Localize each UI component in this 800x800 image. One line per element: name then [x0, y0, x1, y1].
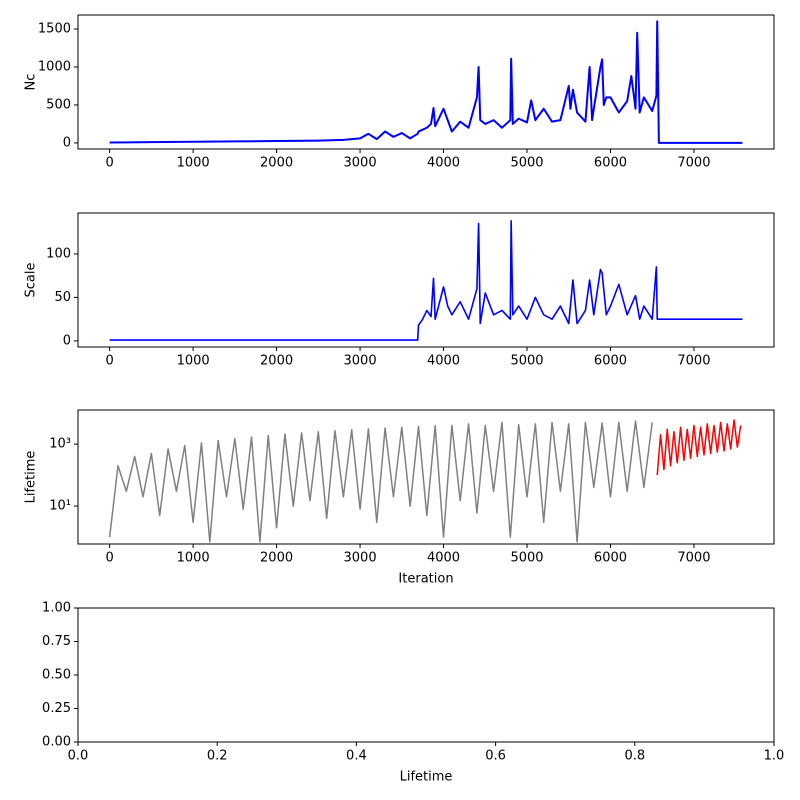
series-line — [108, 420, 653, 543]
y-tick-label: 10¹ — [49, 499, 71, 514]
x-tick-label: 1000 — [177, 354, 210, 369]
x-tick-label: 0 — [105, 354, 113, 369]
series-line — [109, 220, 743, 341]
y-axis-label: Lifetime — [24, 451, 39, 504]
y-tick-label: 50 — [54, 290, 71, 305]
x-tick-label: 0.2 — [207, 749, 228, 764]
x-tick-label: 1.0 — [764, 749, 785, 764]
axes-frame — [77, 409, 775, 545]
y-tick-label: 0 — [63, 135, 71, 150]
y-axis-label: Nc — [24, 74, 39, 91]
x-tick-label: 0.8 — [624, 749, 645, 764]
plot-area — [109, 220, 743, 341]
x-tick-label: 0 — [105, 551, 113, 566]
y-tick-label: 0 — [63, 333, 71, 348]
x-tick-label: 2000 — [260, 551, 293, 566]
x-tick-label: 3000 — [344, 354, 377, 369]
y-tick-label: 0.00 — [42, 735, 71, 750]
axes-frame — [77, 14, 775, 150]
x-tick-label: 6000 — [594, 551, 627, 566]
x-tick-label: 0 — [105, 156, 113, 171]
x-tick-label: 0.6 — [485, 749, 506, 764]
x-tick-label: 3000 — [344, 156, 377, 171]
x-tick-label: 3000 — [344, 551, 377, 566]
x-tick-label: 5000 — [510, 551, 543, 566]
series-line — [656, 419, 742, 476]
x-tick-label: 4000 — [427, 354, 460, 369]
x-tick-label: 1000 — [177, 156, 210, 171]
x-tick-label: 4000 — [427, 551, 460, 566]
x-axis-label: Lifetime — [400, 770, 453, 785]
x-tick-label: 2000 — [260, 354, 293, 369]
axes-frame — [77, 212, 775, 348]
x-tick-label: 6000 — [594, 354, 627, 369]
y-tick-label: 10³ — [49, 437, 71, 452]
x-tick-label: 7000 — [677, 156, 710, 171]
y-tick-label: 1.00 — [42, 601, 71, 616]
x-tick-label: 7000 — [677, 354, 710, 369]
y-tick-label: 1000 — [38, 59, 71, 74]
plot-area — [108, 419, 742, 543]
plot-area — [109, 20, 743, 144]
x-tick-label: 6000 — [594, 156, 627, 171]
y-tick-label: 0.50 — [42, 668, 71, 683]
y-tick-label: 1500 — [38, 21, 71, 36]
x-tick-label: 5000 — [510, 156, 543, 171]
x-tick-label: 0.0 — [68, 749, 89, 764]
y-tick-label: 0.75 — [42, 634, 71, 649]
x-tick-label: 1000 — [177, 551, 210, 566]
y-axis-label: Scale — [24, 263, 39, 298]
x-axis-label: Iteration — [398, 572, 453, 587]
x-tick-label: 5000 — [510, 354, 543, 369]
y-tick-label: 100 — [46, 246, 71, 261]
x-tick-label: 0.4 — [346, 749, 367, 764]
axes-frame — [77, 607, 775, 743]
series-line — [109, 20, 743, 144]
y-tick-label: 0.25 — [42, 701, 71, 716]
x-tick-label: 7000 — [677, 551, 710, 566]
x-tick-label: 4000 — [427, 156, 460, 171]
y-tick-label: 500 — [46, 97, 71, 112]
x-tick-label: 2000 — [260, 156, 293, 171]
